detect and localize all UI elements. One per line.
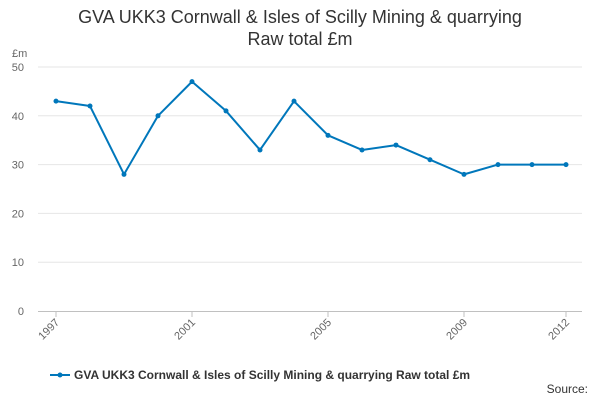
data-point-2009 <box>461 171 467 177</box>
y-tick-label-0: 0 <box>18 306 24 318</box>
y-axis-ticks: 0 10 20 30 40 50 <box>12 62 24 318</box>
data-point-1997 <box>53 98 59 104</box>
data-point-2005 <box>325 132 331 138</box>
data-point-2011 <box>529 162 535 168</box>
y-tick-label-10: 10 <box>12 257 24 269</box>
data-point-2007 <box>393 142 399 148</box>
y-tick-label-30: 30 <box>12 160 24 172</box>
data-point-2006 <box>359 147 365 153</box>
legend-swatch <box>50 372 70 378</box>
y-tick-label-40: 40 <box>12 111 24 123</box>
source-label: Source: <box>546 382 588 396</box>
y-tick-label-50: 50 <box>12 62 24 74</box>
data-point-2004 <box>291 98 297 104</box>
legend[interactable]: GVA UKK3 Cornwall & Isles of Scilly Mini… <box>50 367 470 383</box>
x-tick-label-2009: 2009 <box>444 317 470 343</box>
data-point-2001 <box>189 79 195 85</box>
series-group <box>53 79 569 177</box>
series-line-0 <box>55 80 566 176</box>
x-tick-label-2001: 2001 <box>172 317 198 343</box>
data-point-1998 <box>87 103 93 109</box>
data-point-2002 <box>223 108 229 114</box>
x-tick-label-1997: 1997 <box>36 317 62 343</box>
chart-title-line-1: GVA UKK3 Cornwall & Isles of Scilly Mini… <box>78 7 522 27</box>
y-tick-label-20: 20 <box>12 208 24 220</box>
x-tick-label-2005: 2005 <box>308 317 334 343</box>
chart-title-line-2: Raw total £m <box>247 29 353 49</box>
data-point-2000 <box>155 113 161 119</box>
x-tick-label-2012: 2012 <box>546 317 572 343</box>
data-point-2010 <box>495 162 501 168</box>
data-point-2012 <box>563 162 569 168</box>
chart-title: GVA UKK3 Cornwall & Isles of Scilly Mini… <box>0 6 600 50</box>
data-point-1999 <box>121 171 127 177</box>
legend-label: GVA UKK3 Cornwall & Isles of Scilly Mini… <box>74 368 471 382</box>
data-point-2003 <box>257 147 263 153</box>
data-point-2008 <box>427 157 433 163</box>
y-axis-unit-label: £m <box>12 48 27 60</box>
x-axis-ticks: 1997 2001 2005 2009 2012 <box>36 311 572 342</box>
